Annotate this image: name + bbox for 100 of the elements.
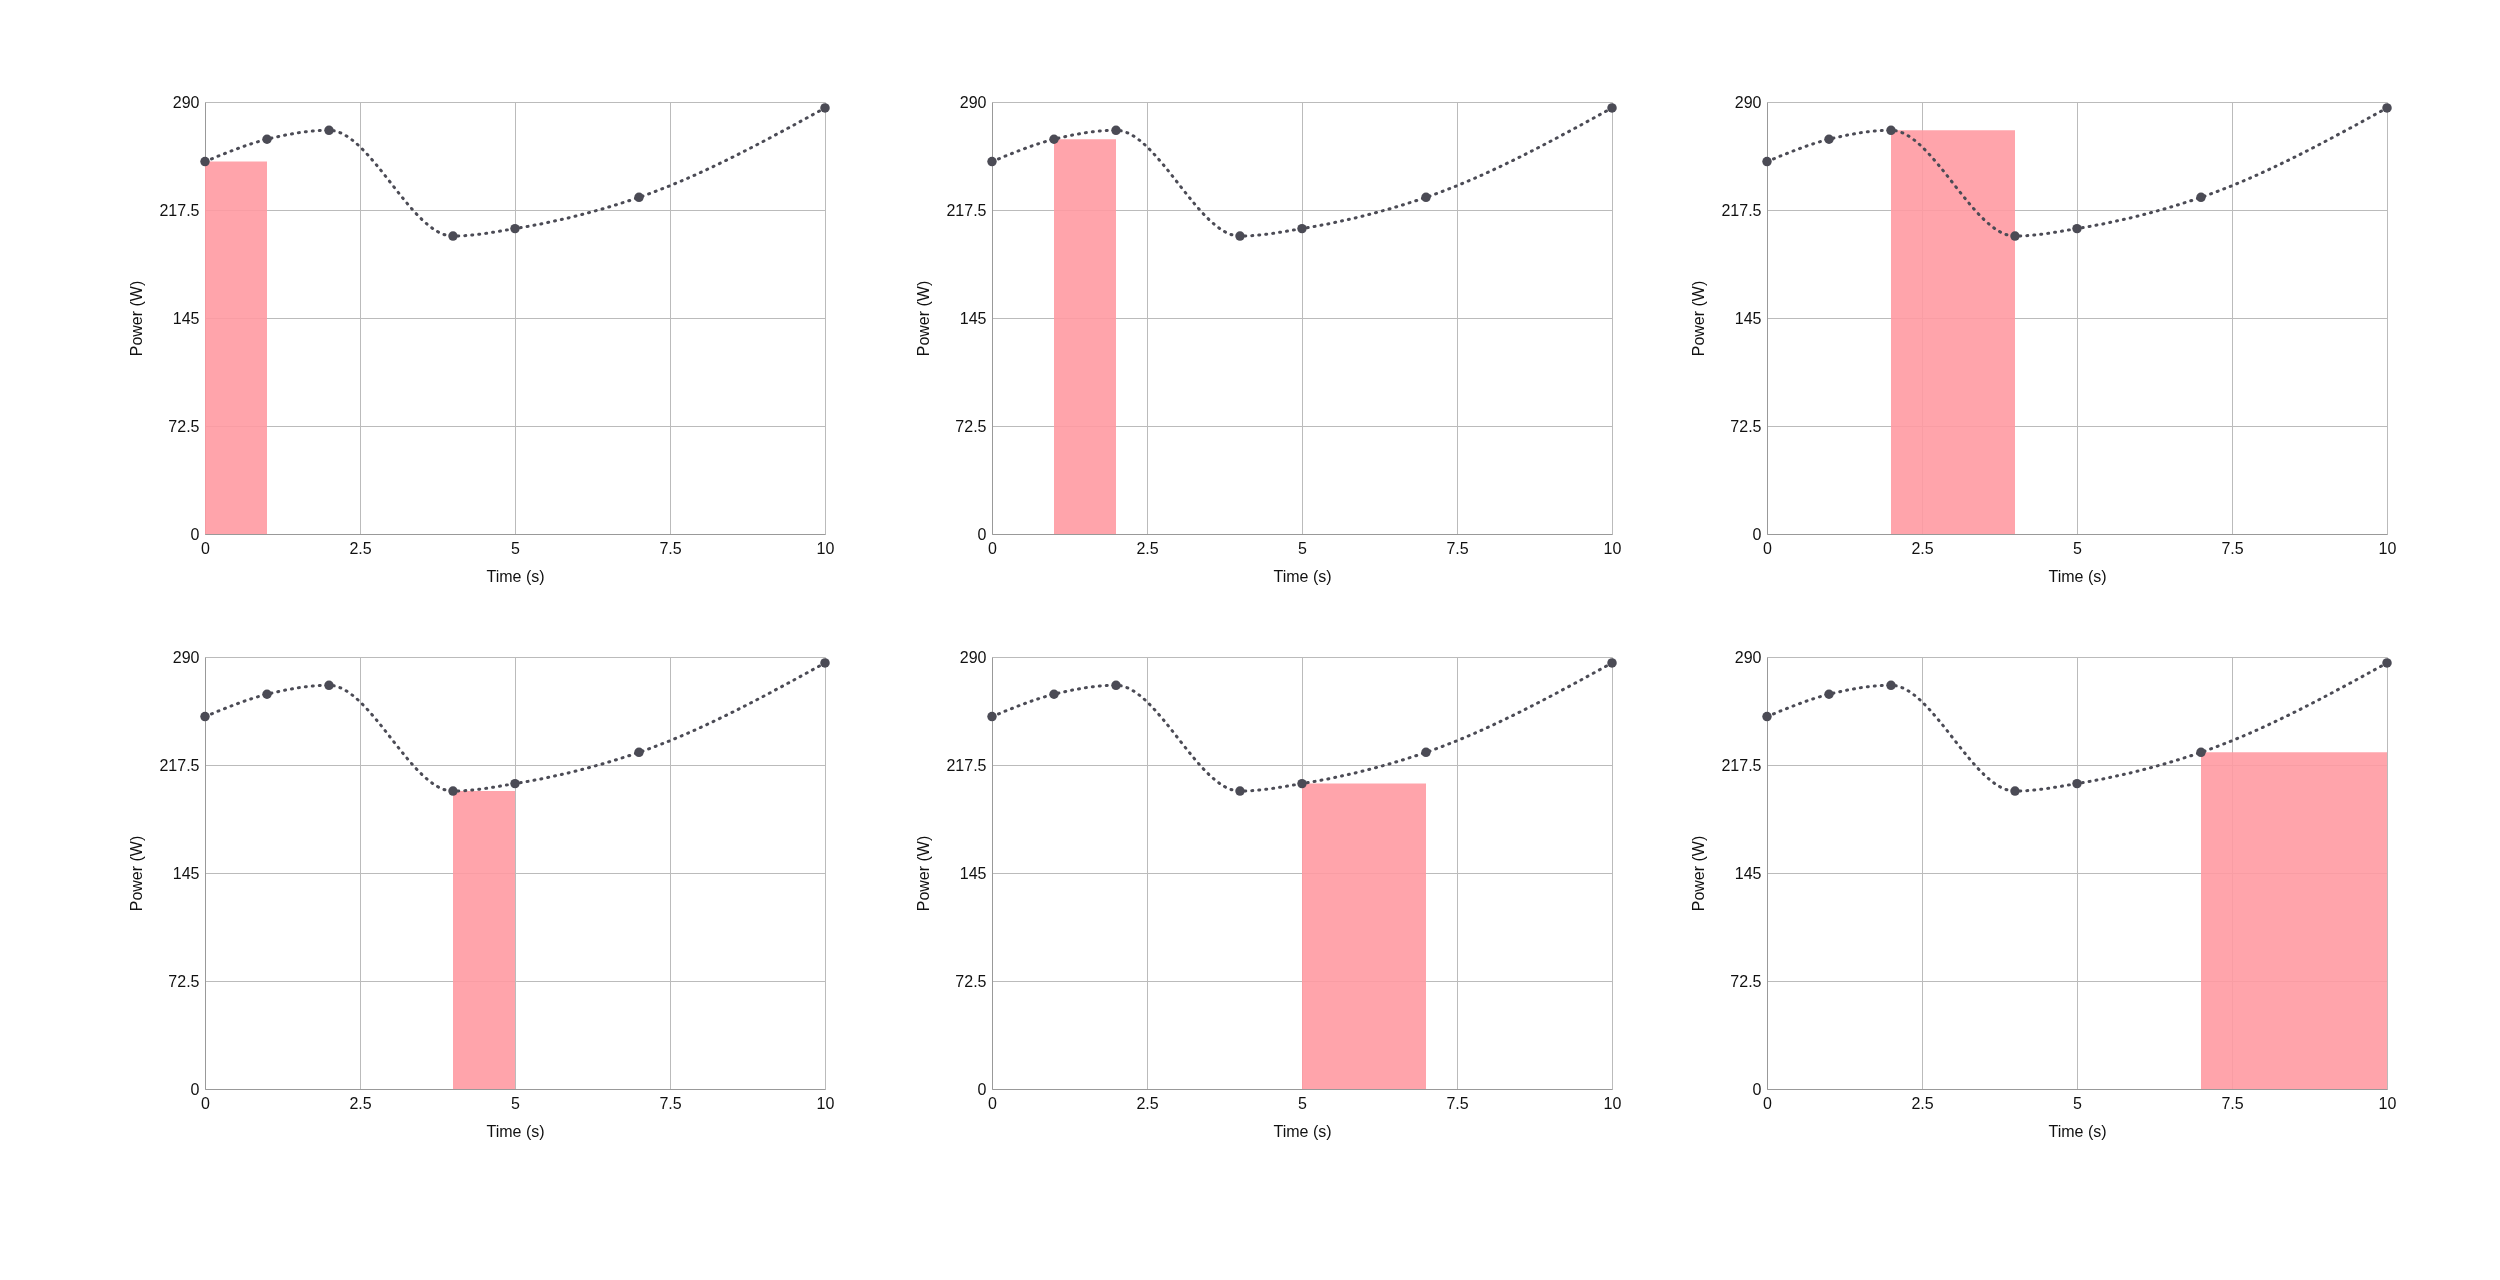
x-tick-label: 2.5: [1911, 1094, 1934, 1112]
y-tick-label: 0: [977, 1080, 987, 1098]
x-tick-label: 0: [201, 539, 211, 557]
point: [448, 786, 458, 796]
x-axis-title: Time (s): [2048, 1122, 2107, 1140]
y-tick-label: 0: [1752, 1080, 1762, 1098]
x-tick-label: 0: [1763, 1094, 1773, 1112]
x-tick-label: 10: [816, 1094, 835, 1112]
x-tick-label: 2.5: [349, 1094, 372, 1112]
x-tick-label: 7.5: [2221, 539, 2244, 557]
y-tick-label: 72.5: [955, 972, 987, 990]
point: [2010, 786, 2020, 796]
point: [1297, 223, 1307, 234]
x-axis-title: Time (s): [1273, 567, 1332, 585]
x-tick-label: 10: [1603, 539, 1622, 557]
y-tick-label: 0: [190, 525, 200, 543]
x-axis-title: Time (s): [486, 567, 545, 585]
y-tick-label: 290: [172, 648, 200, 666]
point: [1421, 192, 1431, 203]
y-tick-label: 217.5: [946, 201, 987, 219]
point: [634, 192, 644, 203]
y-tick-label: 145: [959, 864, 987, 882]
y-tick-label: 290: [1734, 648, 1762, 666]
x-tick-label: 0: [1763, 539, 1773, 557]
point: [1111, 680, 1121, 691]
x-axis-title: Time (s): [1273, 1122, 1332, 1140]
x-tick-label: 7.5: [659, 1094, 682, 1112]
x-tick-label: 5: [511, 539, 521, 557]
y-tick-label: 217.5: [159, 201, 200, 219]
y-tick-label: 145: [1734, 864, 1762, 882]
y-tick-label: 145: [1734, 309, 1762, 327]
x-tick-label: 5: [2073, 1094, 2083, 1112]
point: [1235, 231, 1245, 241]
y-tick-label: 145: [172, 864, 200, 882]
point: [2010, 231, 2020, 241]
y-axis-title: Power (W): [1690, 835, 1708, 912]
y-tick-label: 72.5: [168, 972, 200, 990]
x-tick-label: 10: [1603, 1094, 1622, 1112]
y-tick-label: 290: [172, 93, 200, 111]
point: [2196, 192, 2206, 203]
point: [1824, 134, 1834, 144]
y-axis-title: Power (W): [128, 280, 146, 357]
point: [200, 156, 210, 167]
point: [1886, 680, 1896, 691]
point: [1049, 689, 1059, 699]
x-tick-label: 10: [816, 539, 835, 557]
x-tick-label: 7.5: [659, 539, 682, 557]
x-axis-title: Time (s): [2048, 567, 2107, 585]
y-tick-label: 290: [959, 93, 987, 111]
point: [2072, 778, 2082, 789]
y-tick-label: 290: [1734, 93, 1762, 111]
point: [1824, 689, 1834, 699]
y-axis-title: Power (W): [915, 280, 933, 357]
x-tick-label: 7.5: [1446, 539, 1469, 557]
point: [324, 680, 334, 691]
point: [262, 689, 272, 699]
point: [634, 747, 644, 758]
x-tick-label: 5: [1298, 539, 1308, 557]
y-tick-label: 72.5: [1730, 417, 1762, 435]
point: [510, 223, 520, 234]
x-tick-label: 2.5: [1911, 539, 1934, 557]
x-tick-label: 7.5: [1446, 1094, 1469, 1112]
x-tick-label: 5: [2073, 539, 2083, 557]
x-tick-label: 0: [988, 539, 998, 557]
x-tick-label: 5: [511, 1094, 521, 1112]
y-tick-label: 217.5: [159, 756, 200, 774]
y-axis-title: Power (W): [128, 835, 146, 912]
x-tick-label: 7.5: [2221, 1094, 2244, 1112]
point: [1607, 103, 1617, 113]
point: [1049, 134, 1059, 144]
y-tick-label: 145: [959, 309, 987, 327]
y-tick-label: 290: [959, 648, 987, 666]
point: [2072, 223, 2082, 234]
point: [1762, 156, 1772, 167]
point: [1607, 658, 1617, 668]
x-tick-label: 10: [2378, 539, 2397, 557]
point: [1297, 778, 1307, 789]
y-tick-label: 72.5: [1730, 972, 1762, 990]
y-tick-label: 0: [190, 1080, 200, 1098]
point: [1886, 125, 1896, 136]
point: [987, 156, 997, 167]
y-tick-label: 72.5: [168, 417, 200, 435]
x-tick-label: 2.5: [1136, 1094, 1159, 1112]
x-tick-label: 2.5: [1136, 539, 1159, 557]
x-tick-label: 0: [988, 1094, 998, 1112]
y-tick-label: 72.5: [955, 417, 987, 435]
y-tick-label: 0: [977, 525, 987, 543]
point: [262, 134, 272, 144]
x-axis-title: Time (s): [486, 1122, 545, 1140]
x-tick-label: 2.5: [349, 539, 372, 557]
point: [1235, 786, 1245, 796]
point: [1762, 711, 1772, 722]
y-tick-label: 217.5: [1721, 201, 1762, 219]
point: [324, 125, 334, 136]
point: [200, 711, 210, 722]
y-tick-label: 217.5: [946, 756, 987, 774]
point: [1111, 125, 1121, 136]
point: [987, 711, 997, 722]
point: [820, 103, 830, 113]
point: [448, 231, 458, 241]
